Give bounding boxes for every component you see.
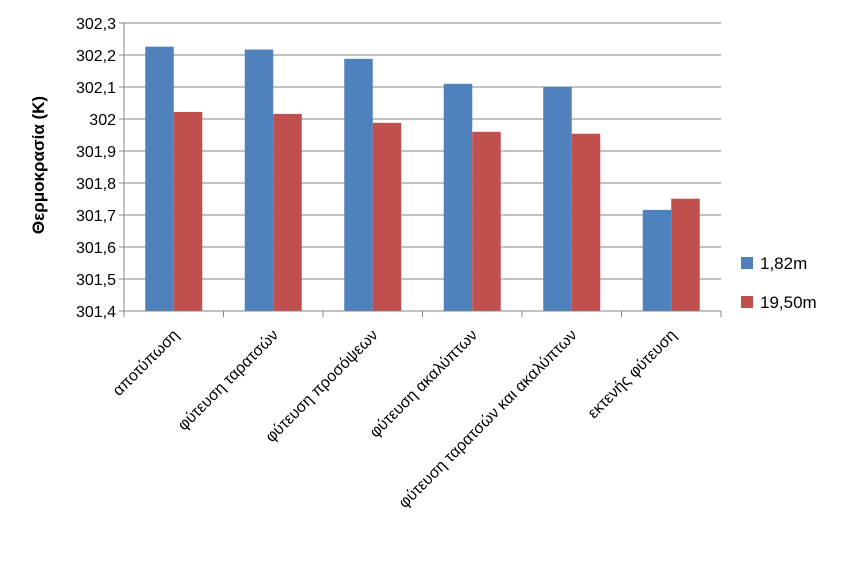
legend-label: 1,82m	[760, 254, 807, 273]
x-tick-label: εκτενής φύτευση	[585, 327, 680, 422]
bar-series-2	[472, 131, 501, 311]
y-tick-label: 301,4	[76, 304, 116, 321]
legend: 1,82m 19,50m	[741, 254, 817, 312]
y-tick-label: 302,2	[76, 48, 116, 65]
bar-series-2	[273, 113, 302, 311]
x-tick-label: φύτευση ταρατσών	[175, 327, 282, 434]
y-tick-label: 302	[89, 112, 116, 129]
x-tick-label: φύτευση προσόψεων	[263, 327, 382, 446]
bars	[145, 46, 700, 312]
bar-series-1	[443, 83, 473, 311]
bar-series-1	[145, 46, 174, 312]
y-tick-labels: 301,4 301,5 301,6 301,7 301,8 301,9 302 302,1 30…	[76, 16, 116, 321]
bar-series-2	[671, 198, 700, 311]
bar-series-1	[642, 209, 672, 311]
legend-label: 19,50m	[760, 293, 817, 312]
y-tick-label: 302,3	[76, 16, 116, 33]
y-tick-label: 301,5	[76, 272, 116, 289]
x-tick-label: φύτευση ακαλύπτων	[367, 327, 481, 441]
x-tick-label: φύτευση ταρατσών και ακαλύπτων	[396, 327, 581, 512]
axes	[123, 23, 722, 317]
legend-swatch	[741, 257, 753, 269]
y-tick-label: 301,8	[76, 176, 116, 193]
legend-swatch	[741, 296, 753, 308]
gridlines	[119, 22, 721, 312]
bar-series-2	[372, 122, 402, 311]
bar-series-2	[571, 133, 601, 311]
y-axis-label: Θερμοκρασία (K)	[29, 96, 48, 234]
bar-series-1	[543, 87, 572, 311]
bar-series-1	[344, 58, 373, 312]
y-tick-label: 301,7	[76, 208, 116, 225]
bar-series-1	[244, 49, 274, 312]
y-tick-label: 301,6	[76, 240, 116, 257]
x-tick-label: αποτύπωση	[110, 327, 183, 400]
bar-series-2	[173, 111, 203, 312]
y-tick-label: 301,9	[76, 144, 116, 161]
y-tick-label: 302,1	[76, 80, 116, 97]
